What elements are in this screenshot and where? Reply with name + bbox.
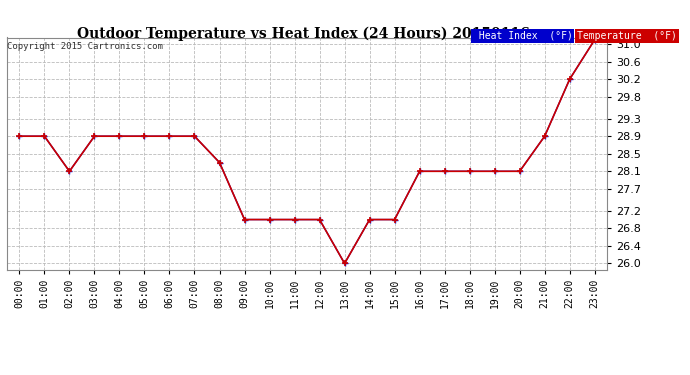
Text: Heat Index  (°F): Heat Index (°F)	[473, 31, 573, 40]
Text: Temperature  (°F): Temperature (°F)	[577, 31, 677, 40]
Text: Copyright 2015 Cartronics.com: Copyright 2015 Cartronics.com	[7, 42, 163, 51]
Text: Outdoor Temperature vs Heat Index (24 Hours) 20150116: Outdoor Temperature vs Heat Index (24 Ho…	[77, 26, 530, 40]
